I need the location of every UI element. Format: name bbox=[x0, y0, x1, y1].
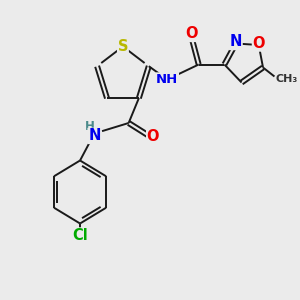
Text: S: S bbox=[118, 39, 128, 54]
Text: O: O bbox=[185, 26, 198, 41]
Text: O: O bbox=[253, 36, 265, 51]
Text: O: O bbox=[147, 129, 159, 144]
Text: NH: NH bbox=[156, 73, 178, 86]
Text: CH₃: CH₃ bbox=[276, 74, 298, 85]
Text: H: H bbox=[85, 120, 95, 134]
Text: N: N bbox=[88, 128, 100, 143]
Text: N: N bbox=[230, 34, 242, 50]
Text: Cl: Cl bbox=[72, 228, 88, 243]
